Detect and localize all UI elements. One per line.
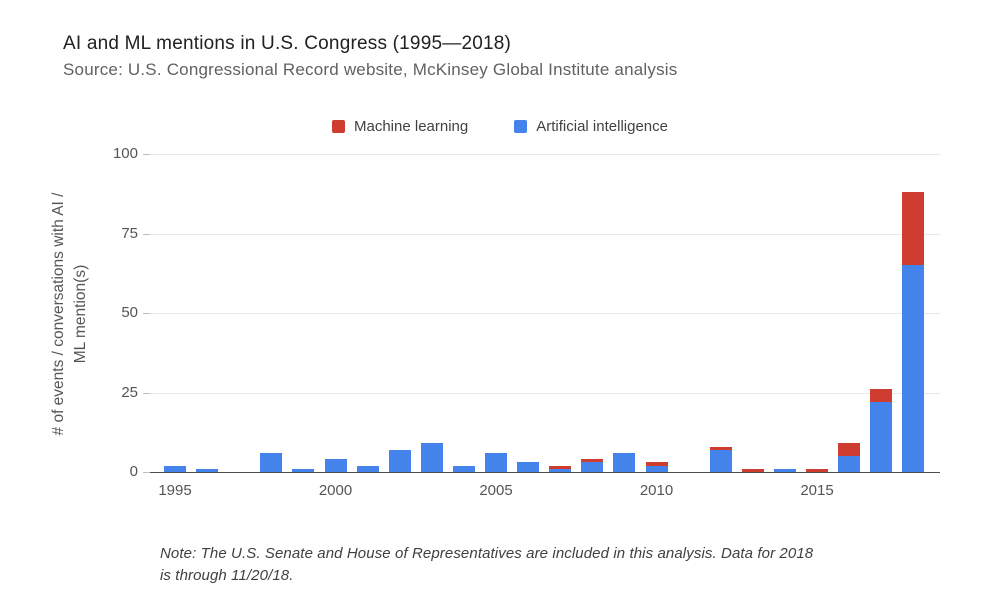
- bar-segment-ai-1995: [164, 465, 186, 472]
- bar-segment-ml-2013: [741, 468, 764, 472]
- x-tick-label-2010: 2010: [639, 482, 674, 499]
- y-axis-title: # of events / conversations with AI / ML…: [48, 193, 92, 436]
- bar-segment-ai-1998: [260, 452, 283, 472]
- bar-segment-ml-2017: [870, 389, 893, 403]
- plot-area: [150, 154, 940, 473]
- bar-segment-ai-2012: [709, 449, 732, 472]
- bar-segment-ai-2002: [388, 449, 411, 472]
- bar-segment-ai-2018: [902, 265, 925, 472]
- x-tick-label-2015: 2015: [800, 482, 834, 499]
- bar-1998: [260, 452, 283, 472]
- chart-note: Note: The U.S. Senate and House of Repre…: [160, 543, 813, 587]
- bar-segment-ai-2009: [613, 452, 636, 472]
- bar-segment-ai-2014: [773, 468, 796, 472]
- bar-segment-ai-1999: [292, 468, 315, 472]
- page-title: AI and ML mentions in U.S. Congress (199…: [63, 33, 512, 54]
- bar-segment-ml-2012: [709, 446, 732, 450]
- bar-segment-ml-2008: [581, 459, 604, 463]
- bar-2013: [741, 468, 764, 472]
- bar-2014: [773, 468, 796, 472]
- bar-segment-ai-1996: [196, 468, 219, 472]
- y-axis-tick: [143, 233, 150, 235]
- bar-segment-ai-2006: [517, 462, 540, 472]
- y-axis-tick: [143, 392, 150, 394]
- y-tick-label-25: 25: [121, 383, 138, 401]
- legend-item-machine-learning: Machine learning: [332, 118, 468, 135]
- bar-segment-ml-2007: [549, 465, 572, 469]
- y-tick-label-75: 75: [121, 224, 138, 242]
- x-tick-label-2005: 2005: [479, 482, 513, 499]
- bar-2003: [420, 443, 443, 472]
- legend: Machine learning Artificial intelligence: [0, 118, 1000, 135]
- bar-2009: [613, 452, 636, 472]
- y-tick-label-50: 50: [121, 304, 138, 321]
- gridline-25: [150, 392, 940, 394]
- y-tick-label-100: 100: [112, 145, 138, 162]
- bar-2005: [485, 452, 507, 472]
- legend-label-ml: Machine learning: [354, 118, 469, 135]
- bar-segment-ai-2001: [356, 465, 379, 472]
- x-tick-label-2000: 2000: [318, 482, 353, 499]
- chart-note-line2: is through 11/20/18.: [160, 567, 294, 584]
- y-axis-title-line1: # of events / conversations with AI /: [50, 192, 67, 436]
- ml-swatch-icon: [332, 120, 345, 133]
- bar-2010: [645, 462, 668, 472]
- bar-2008: [581, 459, 604, 472]
- ai-swatch-icon: [514, 120, 528, 133]
- bar-segment-ml-2015: [806, 468, 828, 472]
- x-tick-label-1995: 1995: [158, 482, 192, 499]
- legend-item-artificial-intelligence: Artificial intelligence: [514, 118, 668, 135]
- bar-segment-ai-2000: [324, 459, 347, 472]
- bar-2002: [388, 449, 411, 472]
- page-subtitle: Source: U.S. Congressional Record websit…: [63, 60, 678, 79]
- bar-segment-ai-2016: [838, 456, 861, 472]
- bar-2012: [709, 446, 732, 472]
- chart-note-line1: Note: The U.S. Senate and House of Repre…: [160, 545, 814, 562]
- bar-segment-ai-2003: [420, 443, 443, 472]
- y-axis-tick: [143, 154, 150, 155]
- gridline-50: [150, 313, 940, 314]
- bar-1995: [164, 465, 186, 472]
- bar-2000: [324, 459, 347, 472]
- bar-2007: [549, 465, 572, 472]
- bar-segment-ai-2010: [645, 465, 668, 472]
- gridline-75: [150, 233, 940, 235]
- bar-1999: [292, 468, 315, 472]
- bar-segment-ai-2005: [485, 452, 507, 472]
- y-axis-title-line2: ML mention(s): [72, 264, 89, 364]
- y-axis-tick: [143, 313, 150, 314]
- gridline-100: [150, 154, 940, 155]
- y-tick-label-0: 0: [129, 463, 138, 480]
- bar-1996: [196, 468, 219, 472]
- bar-segment-ml-2010: [645, 462, 668, 466]
- legend-label-ai: Artificial intelligence: [536, 118, 668, 135]
- bar-segment-ai-2004: [452, 465, 475, 472]
- bar-segment-ai-2017: [870, 402, 893, 472]
- bar-2018: [902, 192, 925, 472]
- bar-2006: [517, 462, 540, 472]
- bar-2016: [838, 443, 861, 472]
- bar-2015: [806, 468, 828, 472]
- bar-2017: [870, 389, 893, 472]
- bar-segment-ml-2018: [902, 192, 925, 266]
- y-axis-tick: [143, 472, 150, 473]
- bar-segment-ai-2008: [581, 462, 604, 472]
- x-axis-line: [150, 472, 940, 473]
- bar-2001: [356, 465, 379, 472]
- bar-2004: [452, 465, 475, 472]
- bar-segment-ml-2016: [838, 443, 861, 457]
- bar-segment-ai-2007: [549, 468, 572, 472]
